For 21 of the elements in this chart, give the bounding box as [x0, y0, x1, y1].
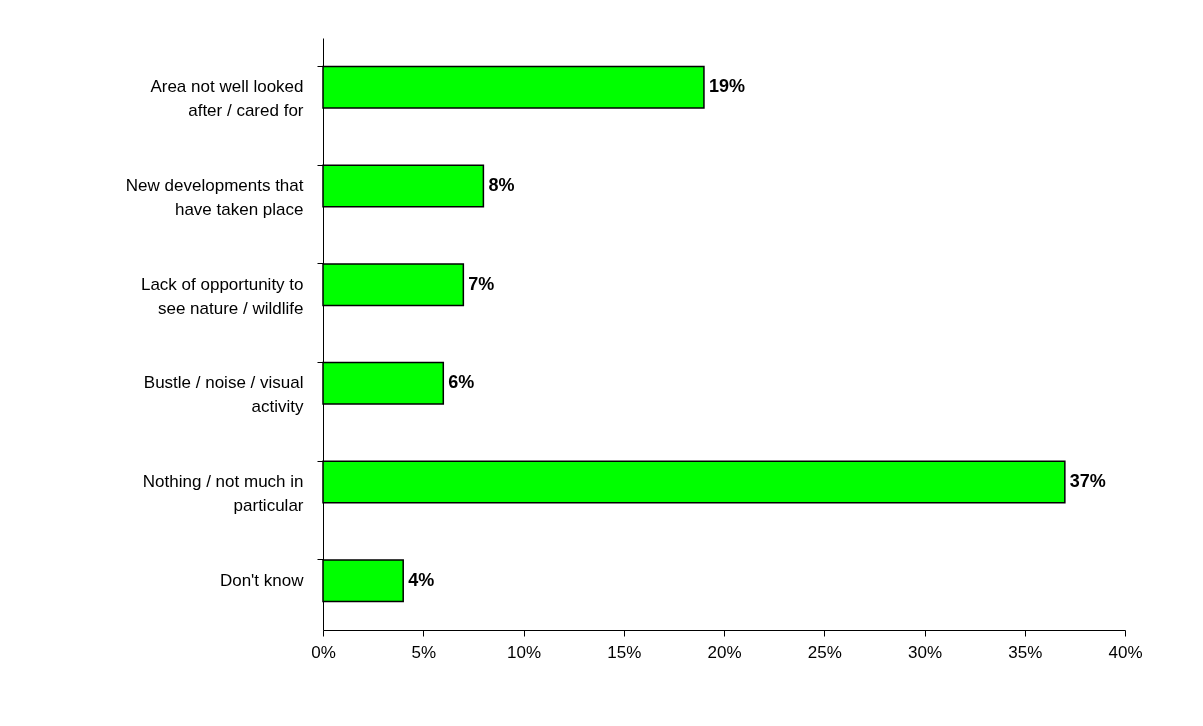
x-tick-label: 40% — [1108, 642, 1143, 662]
y-tick-label: Nothing / not much in particular — [142, 472, 304, 515]
x-tick-label: 35% — [1008, 642, 1043, 662]
x-tick-label: 10% — [506, 642, 542, 662]
data-label: 8% — [488, 175, 515, 195]
data-label: 19% — [708, 76, 745, 97]
x-tick-label: 20% — [707, 642, 742, 662]
y-tick-label: New developments that have taken place — [125, 176, 304, 219]
y-tick-label: Bustle / noise / visual activity — [143, 373, 304, 417]
data-label: 37% — [1069, 471, 1106, 491]
x-tick-label: 0% — [311, 642, 336, 662]
data-label: 4% — [408, 569, 435, 590]
x-tick-label: 5% — [411, 642, 437, 662]
x-tick-label: 30% — [907, 642, 943, 662]
x-tick-label: 15% — [607, 642, 642, 662]
y-tick-label: Don't know — [219, 570, 305, 590]
y-tick-label: Lack of opportunity to see nature / wildlife — [140, 274, 304, 318]
data-label: 6% — [448, 372, 475, 393]
data-label: 7% — [468, 273, 495, 294]
y-tick-label: Area not well looked after / cared for — [150, 77, 304, 121]
x-tick-label: 25% — [807, 642, 842, 662]
